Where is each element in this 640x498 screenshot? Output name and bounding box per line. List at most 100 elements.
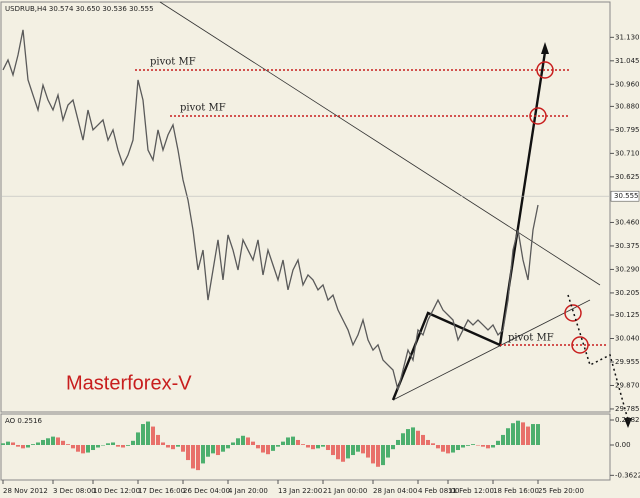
ao-bar: [356, 444, 360, 452]
ao-bar: [256, 444, 260, 449]
ao-bar: [111, 442, 115, 445]
ao-bar: [66, 444, 70, 445]
y-tick-label: 30.960: [615, 80, 640, 88]
ao-bar: [31, 444, 35, 445]
ao-bar: [81, 444, 85, 454]
ao-bar: [376, 444, 380, 467]
ao-bar: [171, 444, 175, 450]
y-tick-label: 30.205: [615, 289, 640, 297]
ao-bar: [361, 444, 365, 454]
ao-bar: [291, 436, 295, 445]
x-tick-label: 18 Feb 16:00: [493, 487, 539, 495]
y-tick-label: 30.125: [615, 311, 640, 319]
ao-bar: [46, 438, 50, 445]
ao-bar: [146, 421, 150, 445]
target-circle: [564, 304, 582, 322]
annotation: pivot MF: [180, 103, 226, 114]
trend-line: [159, 1, 601, 286]
ao-bar: [321, 444, 325, 447]
ao-bar: [206, 444, 210, 457]
ao-bar: [326, 444, 330, 451]
ao-bar: [226, 444, 230, 449]
ao-bar: [126, 444, 130, 446]
ao-bar: [186, 444, 190, 461]
ao-title: AO 0.2516: [5, 417, 42, 425]
y-tick-label: 30.290: [615, 265, 640, 273]
ao-bar: [241, 435, 245, 445]
ao-bar: [176, 444, 180, 447]
ao-bar: [21, 444, 25, 449]
forecast-path: [567, 294, 629, 421]
y-tick-label: 30.375: [615, 242, 640, 250]
ao-bar: [481, 444, 485, 447]
ao-bar: [336, 444, 340, 460]
ao-bar: [471, 444, 475, 445]
ao-bar: [251, 441, 255, 445]
ao-bar: [261, 444, 265, 453]
ao-bar: [511, 423, 515, 445]
ao-bar: [526, 426, 530, 445]
ao-bar: [121, 444, 125, 448]
y-tick-label: 30.710: [615, 149, 640, 157]
ao-bar: [161, 442, 165, 445]
watermark: Masterforex-V: [66, 372, 192, 394]
ao-bar: [491, 444, 495, 448]
ao-bar: [41, 439, 45, 445]
x-tick-label: 25 Feb 20:00: [538, 487, 584, 495]
ao-bar: [86, 444, 90, 453]
ao-bar: [141, 424, 145, 445]
ao-bar: [366, 444, 370, 458]
price-line: [2, 29, 539, 391]
ao-bar: [506, 428, 510, 445]
x-tick-label: 13 Jan 22:00: [278, 487, 322, 495]
ao-bar: [1, 443, 5, 445]
ao-bar: [421, 434, 425, 445]
x-tick-label: 11 Feb 12:00: [448, 487, 494, 495]
ao-bar: [456, 444, 460, 451]
y-tick-label: 0.2982: [615, 416, 640, 424]
ao-bar: [496, 440, 500, 445]
ao-bar: [116, 444, 120, 447]
x-tick-label: 17 Dec 16:00: [138, 487, 185, 495]
ao-bar: [296, 439, 300, 445]
ao-bar: [51, 436, 55, 445]
x-tick-label: 26 Dec 04:00: [183, 487, 230, 495]
ao-bar: [276, 444, 280, 447]
y-tick-label: 29.870: [615, 381, 640, 389]
x-tick-label: 28 Jan 04:00: [373, 487, 417, 495]
ao-bar: [11, 442, 15, 445]
ao-bar: [201, 444, 205, 464]
target-circle: [536, 61, 554, 79]
ao-bar: [316, 444, 320, 449]
ao-bar: [351, 444, 355, 456]
ao-bar: [536, 424, 540, 445]
ao-bar: [246, 437, 250, 445]
ao-bar: [16, 444, 20, 447]
ao-bar: [156, 434, 160, 445]
ao-bar: [306, 444, 310, 448]
x-tick-label: 4 Feb 08:00: [418, 487, 459, 495]
ao-bar: [91, 444, 95, 451]
y-tick-label: 30.625: [615, 173, 640, 181]
ao-bar: [371, 444, 375, 464]
arrow-head: [624, 418, 632, 428]
target-circle: [529, 107, 547, 125]
ao-bar: [346, 444, 350, 459]
ao-bar: [181, 444, 185, 452]
ao-bar: [516, 420, 520, 445]
ao-bar: [301, 444, 305, 445]
ao-bar: [266, 444, 270, 455]
y-tick-label: 29.785: [615, 405, 640, 413]
ao-bar: [216, 444, 220, 456]
arrow-head: [541, 42, 549, 54]
ao-bar: [386, 444, 390, 458]
ao-bar: [476, 444, 480, 446]
ao-bar: [531, 424, 535, 445]
x-tick-label: 3 Dec 08:00: [53, 487, 96, 495]
ao-bar: [446, 444, 450, 454]
ao-bar: [311, 444, 315, 450]
ao-bar: [501, 434, 505, 445]
ao-bar: [151, 426, 155, 445]
ao-bar: [271, 444, 275, 451]
ao-bar: [461, 444, 465, 448]
